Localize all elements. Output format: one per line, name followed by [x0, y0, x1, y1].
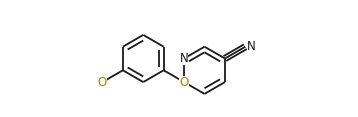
Text: N: N — [247, 40, 255, 53]
Text: N: N — [180, 52, 188, 65]
Text: O: O — [179, 76, 189, 89]
Text: O: O — [98, 76, 107, 89]
